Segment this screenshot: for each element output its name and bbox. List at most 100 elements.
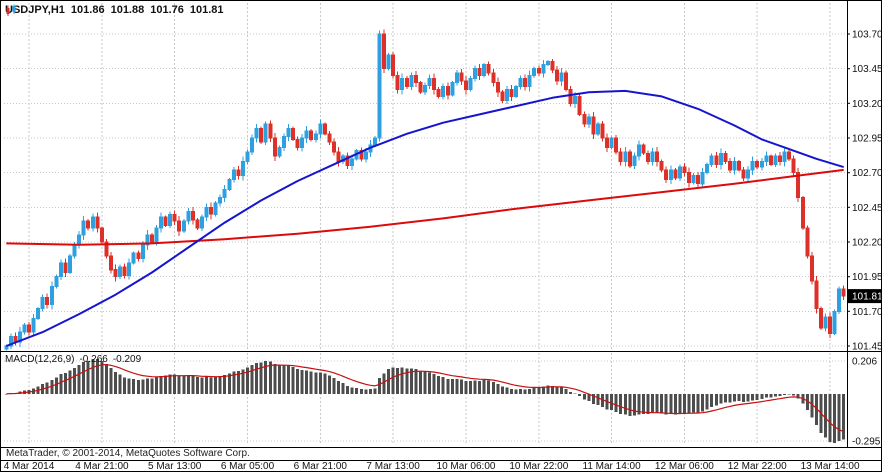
candle bbox=[136, 250, 141, 262]
symbol-period-label: USDJPY,H1 bbox=[5, 4, 65, 16]
candle bbox=[814, 275, 819, 314]
macd-histogram bbox=[4, 359, 846, 443]
candle bbox=[400, 73, 405, 95]
candle bbox=[709, 153, 714, 168]
candle bbox=[464, 76, 468, 95]
candle bbox=[49, 281, 54, 310]
candle bbox=[209, 202, 214, 220]
candle bbox=[555, 66, 559, 85]
candle bbox=[796, 168, 801, 203]
candle bbox=[40, 294, 45, 312]
candle bbox=[454, 70, 459, 86]
candle bbox=[445, 82, 450, 100]
candle bbox=[432, 73, 437, 95]
candle bbox=[213, 201, 218, 217]
grid-layer bbox=[4, 3, 846, 349]
candle bbox=[636, 140, 641, 161]
candle bbox=[131, 251, 136, 265]
candle bbox=[527, 70, 532, 92]
ma-red-slow bbox=[6, 168, 844, 246]
candle bbox=[31, 313, 36, 337]
candle bbox=[168, 211, 173, 229]
candle bbox=[723, 151, 728, 164]
candle bbox=[250, 134, 254, 156]
candle bbox=[309, 128, 314, 142]
macd-indicator-panel[interactable]: 0.206 -0.295 MACD(12,26,9) -0.266 -0.209 bbox=[1, 351, 881, 447]
candle bbox=[409, 72, 414, 90]
candle bbox=[441, 83, 446, 100]
macd-signal-line bbox=[6, 363, 844, 433]
candle bbox=[568, 86, 573, 107]
candle bbox=[245, 149, 250, 164]
ohlc-high: 101.88 bbox=[110, 4, 145, 16]
candle bbox=[714, 152, 719, 169]
candle bbox=[541, 60, 546, 78]
candle bbox=[231, 167, 236, 183]
candle bbox=[90, 213, 95, 232]
price-tick-label: 101.45 bbox=[852, 342, 882, 352]
candle bbox=[618, 148, 623, 166]
candle bbox=[564, 70, 569, 92]
candle bbox=[195, 218, 200, 230]
candle bbox=[382, 29, 386, 74]
macd-scale-label: 0.206 bbox=[852, 357, 877, 368]
price-chart-canvas: 103.70 103.45 103.20 102.95 102.70 102.45 102.… bbox=[4, 1, 882, 351]
candle bbox=[677, 164, 682, 181]
candle bbox=[600, 120, 605, 142]
candle bbox=[450, 80, 455, 97]
price-chart-panel[interactable]: 103.70 103.45 103.20 102.95 102.70 102.45 102.… bbox=[1, 1, 882, 351]
candle bbox=[673, 168, 678, 180]
candle bbox=[691, 173, 696, 185]
candle bbox=[272, 133, 277, 161]
candle bbox=[268, 120, 273, 142]
price-axis[interactable]: 103.70 103.45 103.20 102.95 102.70 102.45 102.… bbox=[847, 1, 882, 351]
candle bbox=[322, 122, 327, 136]
candle bbox=[518, 75, 523, 90]
macd-legend: MACD(12,26,9) -0.266 -0.209 bbox=[5, 354, 141, 365]
macd-value-main: -0.266 bbox=[79, 354, 108, 365]
candle bbox=[832, 309, 837, 336]
candle bbox=[495, 77, 500, 98]
candle bbox=[218, 194, 223, 207]
candle bbox=[650, 148, 655, 166]
candle bbox=[54, 274, 59, 289]
candle bbox=[687, 167, 691, 188]
candle bbox=[99, 226, 104, 244]
time-axis-label: 13 Mar 14:00 bbox=[800, 461, 860, 472]
candle bbox=[318, 119, 323, 139]
candle bbox=[227, 177, 232, 191]
svg-text:101.81: 101.81 bbox=[852, 292, 882, 303]
candle bbox=[732, 157, 737, 175]
candle bbox=[523, 74, 528, 91]
candle bbox=[281, 133, 286, 151]
candle bbox=[727, 158, 732, 174]
candle bbox=[122, 263, 127, 279]
candle bbox=[791, 155, 796, 176]
macd-axis[interactable]: 0.206 -0.295 bbox=[847, 352, 881, 447]
candle bbox=[614, 135, 619, 155]
candle bbox=[327, 131, 332, 145]
candle bbox=[532, 66, 537, 78]
time-axis-label: 6 Mar 21:00 bbox=[293, 461, 347, 472]
candle bbox=[172, 210, 177, 226]
time-axis-label: 11 Mar 14:00 bbox=[582, 461, 641, 472]
price-tick-label: 101.70 bbox=[852, 307, 882, 318]
candle bbox=[277, 145, 282, 159]
macd-label: MACD(12,26,9) bbox=[5, 354, 75, 365]
current-price-badge: 101.81 bbox=[847, 289, 882, 304]
time-axis[interactable]: 4 Mar 2014 4 Mar 21:00 5 Mar 13:00 6 Mar 05… bbox=[1, 460, 881, 472]
candle bbox=[819, 306, 823, 331]
candle bbox=[186, 208, 191, 225]
candle bbox=[104, 239, 109, 259]
candle bbox=[58, 259, 63, 280]
macd-scale-label: -0.295 bbox=[852, 436, 881, 447]
candle bbox=[145, 230, 150, 250]
time-axis-label: 4 Mar 2014 bbox=[3, 461, 55, 472]
candle bbox=[805, 225, 810, 259]
candle bbox=[605, 133, 610, 153]
candle bbox=[823, 313, 828, 332]
candle bbox=[263, 121, 268, 145]
time-axis-label: 10 Mar 06:00 bbox=[436, 461, 496, 472]
candle bbox=[668, 165, 673, 184]
candle bbox=[741, 167, 746, 181]
